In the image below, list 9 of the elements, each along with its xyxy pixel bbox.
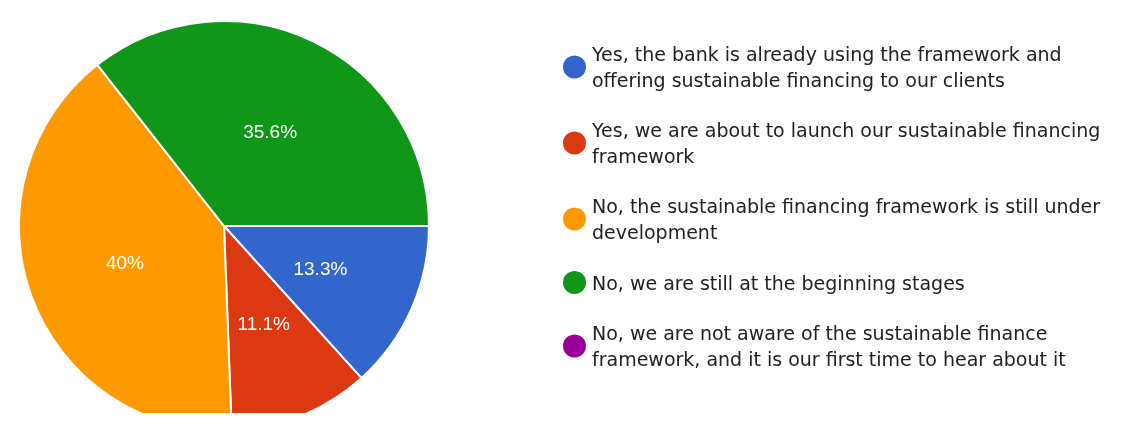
data-label: 11.1% <box>237 313 291 335</box>
legend-label: Yes, the bank is already using the framework and offering sustainable financing to our clients <box>591 43 1068 91</box>
legend-label: Yes, we are about to launch our sustainable financing framework <box>591 119 1107 167</box>
legend-label: No, we are still at the beginning stages <box>592 271 965 294</box>
legend-label: No, we are not aware of the sustainable finance framework, and it is our first time to hear about it <box>592 322 1066 370</box>
data-label: 35.6% <box>243 120 298 142</box>
data-label: 13.3% <box>293 258 348 280</box>
legend-label: No, the sustainable financing framework is still under development <box>592 195 1107 243</box>
data-label: 40% <box>105 251 145 273</box>
